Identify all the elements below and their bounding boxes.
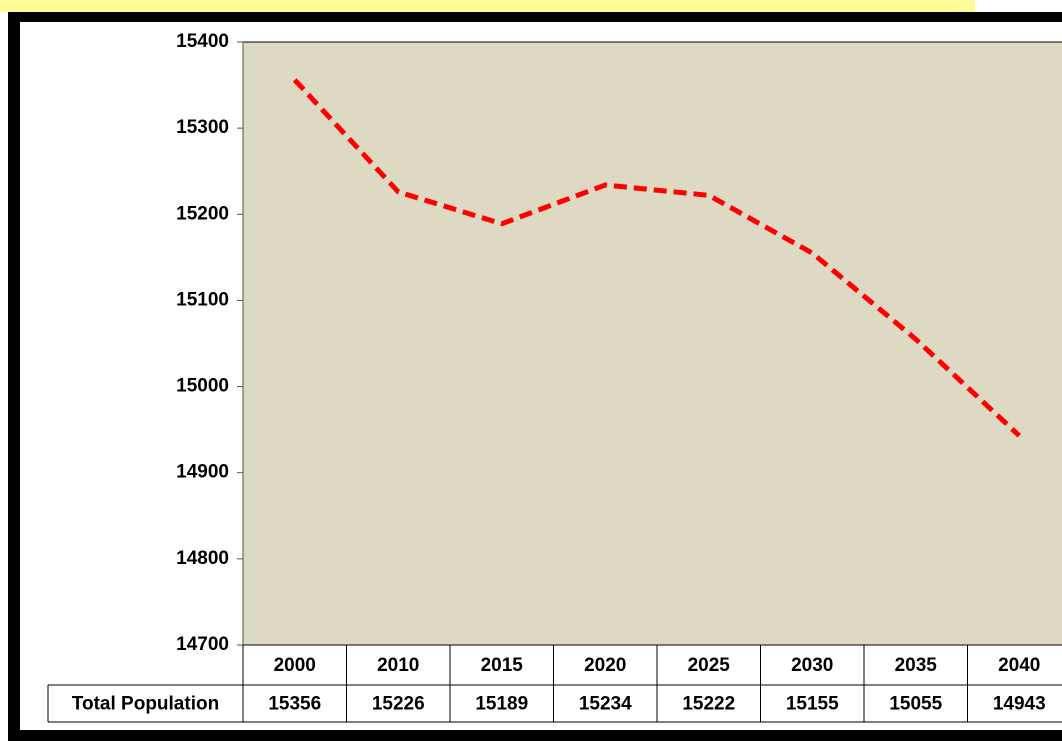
table-value: 14943 xyxy=(993,694,1046,715)
table-value: 15356 xyxy=(268,694,321,715)
series-name: Total Population xyxy=(72,694,219,715)
table-value: 15234 xyxy=(579,694,632,715)
line-series xyxy=(292,78,1021,438)
table-value: 15226 xyxy=(372,694,425,715)
y-tick-label: 15300 xyxy=(176,117,229,138)
x-tick-label: 2000 xyxy=(274,655,316,676)
table-value: 15222 xyxy=(682,694,735,715)
x-tick-label: 2010 xyxy=(377,655,419,676)
plot-area xyxy=(243,42,1062,645)
y-tick-label: 14800 xyxy=(176,548,229,569)
x-tick-label: 2020 xyxy=(584,655,626,676)
y-tick-label: 14900 xyxy=(176,462,229,483)
top-strip xyxy=(0,0,975,12)
table-value: 15189 xyxy=(475,694,528,715)
y-tick-label: 15200 xyxy=(176,203,229,224)
y-tick-label: 15100 xyxy=(176,289,229,310)
x-tick-label: 2025 xyxy=(688,655,731,676)
y-tick-label: 14700 xyxy=(176,634,229,655)
table-value: 15055 xyxy=(889,694,942,715)
table-value: 15155 xyxy=(786,694,839,715)
x-tick-label: 2015 xyxy=(481,655,524,676)
x-tick-label: 2035 xyxy=(895,655,938,676)
x-tick-label: 2030 xyxy=(791,655,833,676)
y-tick-label: 15400 xyxy=(176,31,229,52)
x-tick-label: 2040 xyxy=(998,655,1040,676)
y-tick-label: 15000 xyxy=(176,376,229,397)
